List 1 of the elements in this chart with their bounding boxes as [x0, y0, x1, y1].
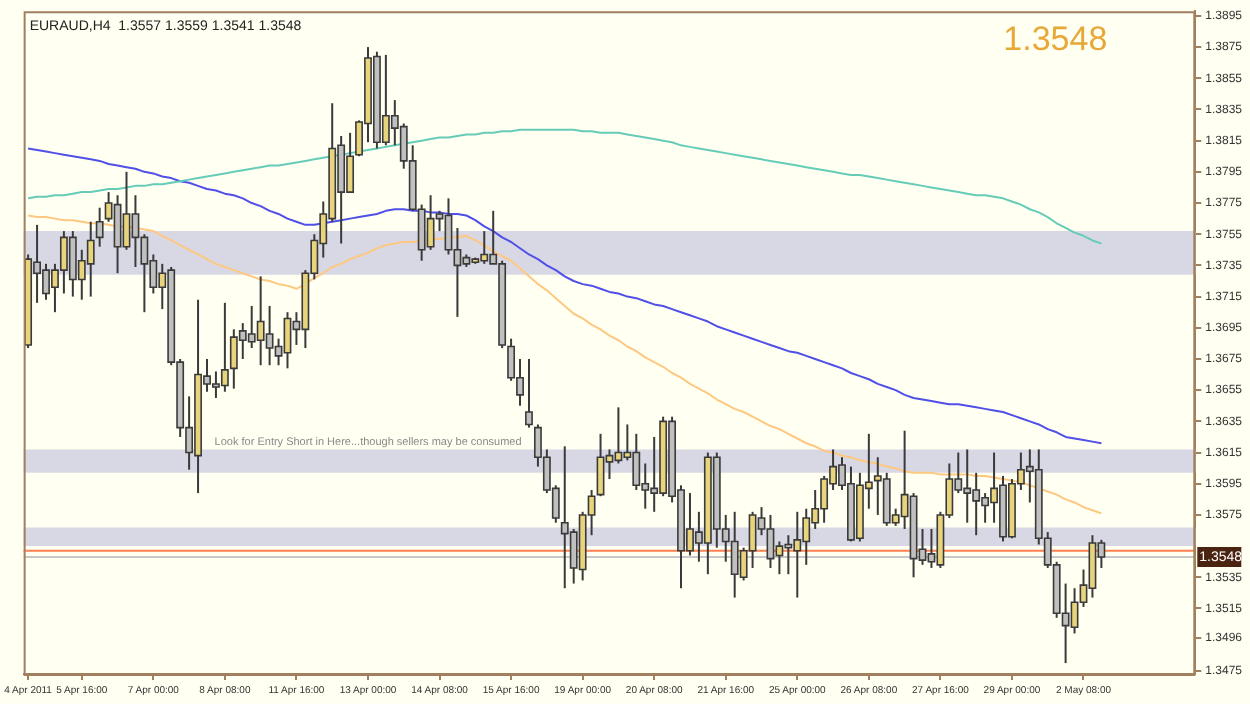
annotation: 1.3548: [1003, 19, 1108, 58]
